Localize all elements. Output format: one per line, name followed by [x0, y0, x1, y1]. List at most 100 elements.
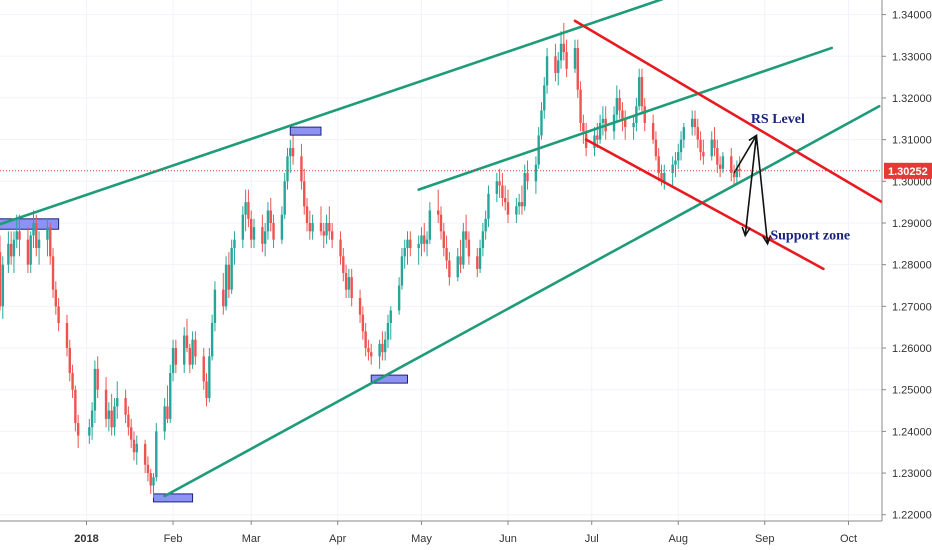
candle-body: [233, 239, 236, 248]
candle-body: [526, 172, 529, 182]
candle-body: [428, 210, 432, 240]
candle-body: [696, 127, 699, 140]
candle-body: [325, 222, 328, 236]
candle-body: [582, 122, 585, 132]
candle-body: [1, 264, 4, 307]
y-tick-label: 1.25000: [892, 385, 932, 397]
candle-body: [0, 252, 2, 307]
candle-body: [637, 77, 641, 107]
candle-body: [618, 97, 621, 111]
candle-body: [537, 135, 540, 165]
candle-body: [501, 185, 504, 198]
candle-body: [303, 181, 306, 207]
candle-body: [400, 256, 404, 286]
y-tick-label: 1.33000: [892, 51, 932, 63]
candle-body: [188, 348, 191, 365]
candle-body: [557, 60, 560, 73]
candle-body: [420, 235, 423, 244]
candle-body: [241, 214, 245, 240]
support-zone-label: Support zone: [770, 229, 850, 244]
candlesticks: [0, 22, 741, 499]
candle-body: [65, 323, 69, 349]
candle-body: [289, 147, 292, 157]
candle-body: [12, 239, 16, 257]
candle-body: [57, 306, 60, 324]
candle-body: [663, 172, 666, 182]
candle-body: [37, 239, 41, 248]
y-tick-label: 1.23000: [892, 468, 932, 480]
candle-body: [127, 414, 130, 428]
candle-body: [107, 410, 111, 419]
time-axis-ticks[interactable]: 2018 Feb Mar Apr May Jun Jul Aug Sep Oct: [74, 521, 857, 545]
candle-body: [49, 227, 52, 257]
candle-body: [562, 43, 566, 53]
candle-body: [403, 247, 406, 257]
candle-body: [721, 156, 725, 169]
candle-body: [224, 264, 228, 307]
candle-body: [342, 256, 345, 274]
x-tick-label: Jul: [585, 533, 599, 545]
candle-body: [283, 181, 286, 215]
annotations: RS Level Support zone: [751, 112, 850, 244]
candle-body: [222, 289, 225, 307]
candle-body: [252, 227, 256, 240]
candle-body: [300, 156, 303, 182]
candle-body: [110, 410, 113, 428]
candle-body: [459, 256, 462, 265]
candle-body: [18, 231, 21, 240]
rs-level-label: RS Level: [751, 112, 805, 127]
candle-body: [76, 423, 80, 436]
arrow-down-to-support-1: [744, 135, 758, 236]
x-tick-label: Sep: [755, 533, 775, 545]
candle-body: [487, 193, 490, 219]
candle-body: [135, 443, 138, 453]
price-axis[interactable]: [882, 0, 932, 550]
candle-body: [601, 118, 605, 123]
candle-body: [732, 172, 736, 178]
candle-body: [93, 368, 97, 411]
x-tick-label: Apr: [329, 533, 346, 545]
candle-body: [74, 389, 77, 424]
candle-body: [230, 247, 233, 290]
candle-body: [9, 243, 13, 257]
jan-bottom-zone: [153, 493, 194, 503]
candle-body: [227, 264, 231, 290]
falling-channel-top-line: [573, 19, 884, 204]
candle-body: [654, 139, 658, 157]
candle-body: [679, 139, 683, 153]
candle-body: [328, 222, 331, 232]
highlight-zones: [0, 126, 409, 503]
candle-body: [149, 473, 152, 486]
candle-body: [643, 106, 646, 123]
candle-body: [7, 243, 10, 265]
falling-channel-bottom-line: [584, 138, 825, 271]
candle-body: [383, 339, 387, 353]
candle-body: [88, 427, 91, 436]
candle-body: [735, 168, 739, 178]
candle-body: [319, 222, 323, 232]
candle-body: [51, 256, 55, 290]
candle-body: [250, 218, 253, 240]
candle-body: [185, 335, 189, 349]
candle-body: [417, 243, 420, 248]
candle-body: [311, 222, 314, 232]
candle-body: [166, 406, 169, 419]
candle-body: [632, 122, 635, 128]
candle-body: [305, 206, 309, 223]
arrow-down-to-support-2-head: [762, 235, 772, 246]
candle-body: [559, 43, 563, 61]
candle-body: [699, 139, 702, 153]
projection-arrows: [733, 133, 772, 246]
y-tick-label: 1.27000: [892, 301, 932, 313]
candle-body: [367, 348, 370, 353]
candle-body: [467, 239, 471, 257]
trend-lines: [0, 0, 884, 498]
candle-body: [484, 218, 487, 232]
candle-body: [476, 256, 479, 269]
candle-body: [437, 210, 440, 215]
candle-body: [32, 222, 35, 236]
candle-body: [350, 277, 353, 299]
candle-body: [515, 206, 518, 215]
candle-body: [213, 289, 217, 324]
